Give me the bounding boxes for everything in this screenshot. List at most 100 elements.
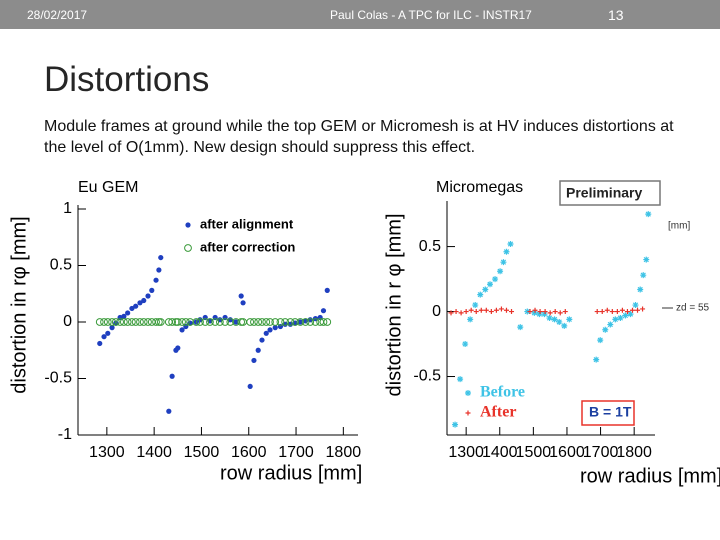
point: [123, 318, 132, 326]
point: [492, 276, 499, 283]
legend-marker: [465, 410, 471, 416]
point: [301, 318, 310, 326]
point: [320, 308, 327, 314]
y-tick-label: 0: [63, 313, 72, 330]
point: [599, 309, 605, 315]
point: [637, 286, 644, 293]
date: 28/02/2017: [27, 8, 88, 22]
point: [168, 318, 177, 326]
point: [221, 318, 229, 326]
point: [541, 311, 548, 318]
point: [156, 267, 162, 273]
point: [128, 318, 136, 326]
point: [238, 293, 244, 299]
point: [561, 322, 568, 329]
y-tick-label: 0.5: [419, 238, 441, 255]
point: [263, 330, 269, 336]
x-tick-label: 1700: [278, 444, 314, 461]
point: [149, 287, 155, 293]
point: [472, 302, 479, 309]
annotation: B = 1T: [589, 404, 632, 420]
point: [503, 307, 509, 313]
point: [246, 318, 255, 326]
point: [503, 248, 510, 255]
point: [566, 316, 573, 323]
point: [536, 311, 543, 318]
point: [640, 306, 646, 312]
x-tick-label: 1800: [616, 444, 652, 461]
x-tick-label: 1500: [516, 444, 552, 461]
point: [276, 318, 285, 326]
legend-label: after correction: [200, 239, 295, 254]
point: [272, 325, 278, 331]
point: [629, 307, 635, 313]
point: [211, 318, 220, 326]
point: [323, 318, 332, 326]
point: [101, 334, 107, 340]
point: [645, 211, 652, 218]
body-text: Module frames at ground while the top GE…: [44, 118, 674, 156]
point: [97, 340, 103, 347]
point: [152, 318, 160, 326]
point: [306, 318, 315, 326]
point: [498, 306, 504, 312]
point: [483, 307, 489, 313]
annotation-box: [581, 400, 635, 426]
point: [624, 309, 630, 315]
point: [546, 315, 553, 322]
point: [258, 318, 266, 326]
x-tick-label: 1600: [231, 444, 267, 461]
point: [136, 318, 144, 326]
point: [448, 310, 454, 316]
point: [262, 318, 271, 326]
annotation: Preliminary: [566, 185, 642, 201]
point: [462, 341, 469, 348]
legend-label: after alignment: [200, 216, 294, 231]
point: [153, 277, 159, 283]
x-tick-label: 1300: [89, 444, 125, 461]
point: [635, 307, 641, 313]
point: [593, 356, 600, 363]
point: [251, 357, 257, 364]
point: [250, 318, 258, 326]
point: [108, 318, 116, 326]
point: [551, 316, 558, 323]
point: [604, 307, 610, 313]
point: [487, 281, 494, 288]
point: [537, 309, 543, 315]
point: [297, 319, 303, 325]
point: [181, 318, 190, 326]
x-axis-label: row radius [mm]: [220, 462, 362, 484]
annotation-box: [559, 180, 661, 206]
legend-marker: [185, 222, 191, 228]
point: [458, 310, 464, 316]
point: [597, 337, 604, 344]
point: [121, 313, 127, 319]
x-tick-label: 1400: [482, 444, 518, 461]
point: [643, 256, 650, 263]
point: [531, 309, 538, 316]
annotation: [mm]: [668, 221, 690, 232]
point: [627, 311, 634, 318]
point: [517, 324, 524, 331]
annotation: zd = 55: [676, 303, 710, 314]
point: [111, 318, 120, 326]
point: [468, 307, 474, 313]
chart-title: Eu GEM: [78, 179, 138, 196]
point: [271, 318, 280, 326]
point: [173, 318, 182, 326]
point: [614, 309, 620, 315]
point: [453, 309, 459, 315]
point: [640, 272, 647, 279]
x-tick-label: 1600: [549, 444, 585, 461]
point: [125, 310, 131, 316]
point: [119, 318, 128, 326]
x-tick-label: 1500: [184, 444, 220, 461]
legend-label: After: [480, 404, 516, 421]
point: [178, 318, 186, 326]
point: [457, 376, 464, 383]
y-tick-label: 1: [63, 200, 72, 217]
point: [594, 309, 600, 315]
